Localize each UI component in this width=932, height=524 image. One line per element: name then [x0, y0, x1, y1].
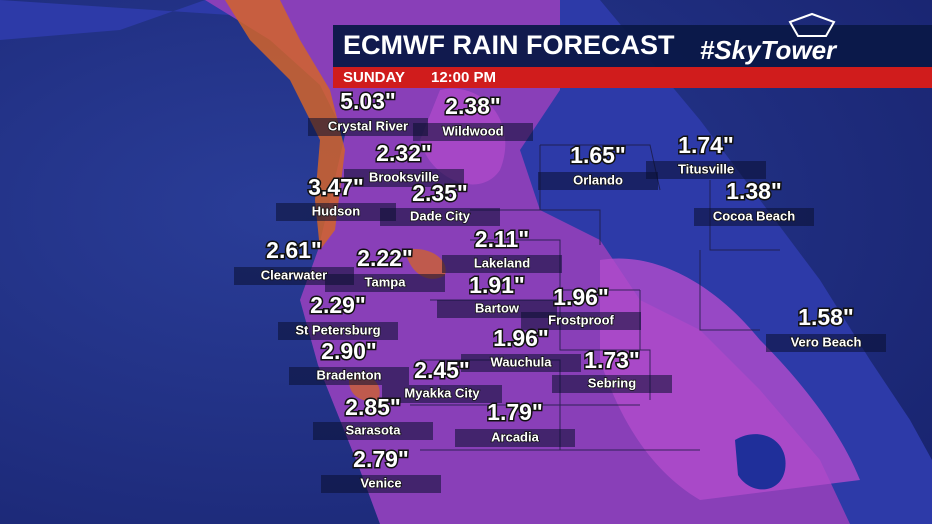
- rain-total: 1.96": [553, 284, 609, 310]
- rain-total: 1.73": [584, 347, 640, 373]
- rain-total: 2.85": [345, 394, 401, 420]
- rain-total: 2.11": [475, 226, 529, 252]
- name-strip: [552, 375, 672, 393]
- rain-total: 5.03": [340, 88, 396, 114]
- city-name: Titusville: [678, 161, 734, 176]
- rain-total: 2.32": [376, 140, 432, 166]
- city-name: Venice: [360, 475, 401, 490]
- rain-total: 1.65": [570, 142, 626, 168]
- city-name: St Petersburg: [295, 322, 380, 337]
- city-name: Sarasota: [346, 422, 402, 437]
- rain-total: 1.38": [726, 178, 782, 204]
- city-name: Lakeland: [474, 255, 530, 270]
- name-strip: [313, 422, 433, 440]
- city-name: Clearwater: [261, 267, 327, 282]
- rain-total: 1.96": [493, 325, 549, 351]
- name-strip: [289, 367, 409, 385]
- rain-total: 1.74": [678, 132, 734, 158]
- city-name: Vero Beach: [791, 334, 862, 349]
- name-strip: [694, 208, 814, 226]
- rain-total: 2.79": [353, 446, 409, 472]
- city-name: Dade City: [410, 208, 471, 223]
- rain-orange: [349, 249, 446, 402]
- header-bar: [333, 25, 932, 68]
- name-strip: [380, 208, 500, 226]
- rain-total: 2.29": [310, 292, 366, 318]
- name-strip: [308, 118, 428, 136]
- city-name: Crystal River: [328, 118, 408, 133]
- rain-total: 2.45": [414, 357, 470, 383]
- name-strip: [461, 354, 581, 372]
- city-name: Wildwood: [442, 123, 503, 138]
- name-strip: [413, 123, 533, 141]
- logo-icon: [788, 12, 836, 37]
- name-strip: [521, 312, 641, 330]
- rain-total: 1.58": [798, 304, 854, 330]
- city-name: Wauchula: [491, 354, 553, 369]
- header-subbar: [333, 67, 932, 88]
- name-strip: [321, 475, 441, 493]
- rain-total: 2.61": [266, 237, 322, 263]
- forecast-day: SUNDAY: [343, 69, 405, 86]
- rain-total: 2.35": [412, 180, 468, 206]
- city-name: Bartow: [475, 300, 520, 315]
- city-name: Arcadia: [491, 429, 539, 444]
- city-name: Bradenton: [317, 367, 382, 382]
- rain-total: 1.79": [487, 399, 543, 425]
- name-strip: [234, 267, 354, 285]
- city-name: Cocoa Beach: [713, 208, 795, 223]
- city-name: Sebring: [588, 375, 636, 390]
- lake: [735, 434, 786, 490]
- city-labels: 5.03" Crystal River 2.38" Wildwood 2.32" Broo…: [234, 87, 886, 493]
- rain-total: 2.22": [357, 245, 413, 271]
- rain-total: 1.91": [469, 272, 525, 298]
- city-name: Brooksville: [369, 169, 439, 184]
- rain-magenta: [600, 258, 860, 500]
- name-strip: [646, 161, 766, 179]
- forecast-time: 12:00 PM: [431, 69, 496, 86]
- name-strip: [455, 429, 575, 447]
- name-strip: [382, 385, 502, 403]
- city-name: Hudson: [312, 203, 360, 218]
- name-strip: [278, 322, 398, 340]
- city-name: Orlando: [573, 172, 623, 187]
- header-title: ECMWF RAIN FORECAST: [343, 30, 675, 60]
- city-name: Frostproof: [548, 312, 614, 327]
- name-strip: [276, 203, 396, 221]
- name-strip: [766, 334, 886, 352]
- name-strip: [325, 274, 445, 292]
- name-strip: [344, 169, 464, 187]
- rain-total: 2.90": [321, 338, 377, 364]
- rain-total: 3.47": [308, 174, 364, 200]
- brand-logo: #SkyTower: [700, 35, 838, 65]
- name-strip: [538, 172, 658, 190]
- city-name: Tampa: [365, 274, 407, 289]
- name-strip: [442, 255, 562, 273]
- rain-total: 2.38": [445, 93, 501, 119]
- city-name: Myakka City: [404, 385, 480, 400]
